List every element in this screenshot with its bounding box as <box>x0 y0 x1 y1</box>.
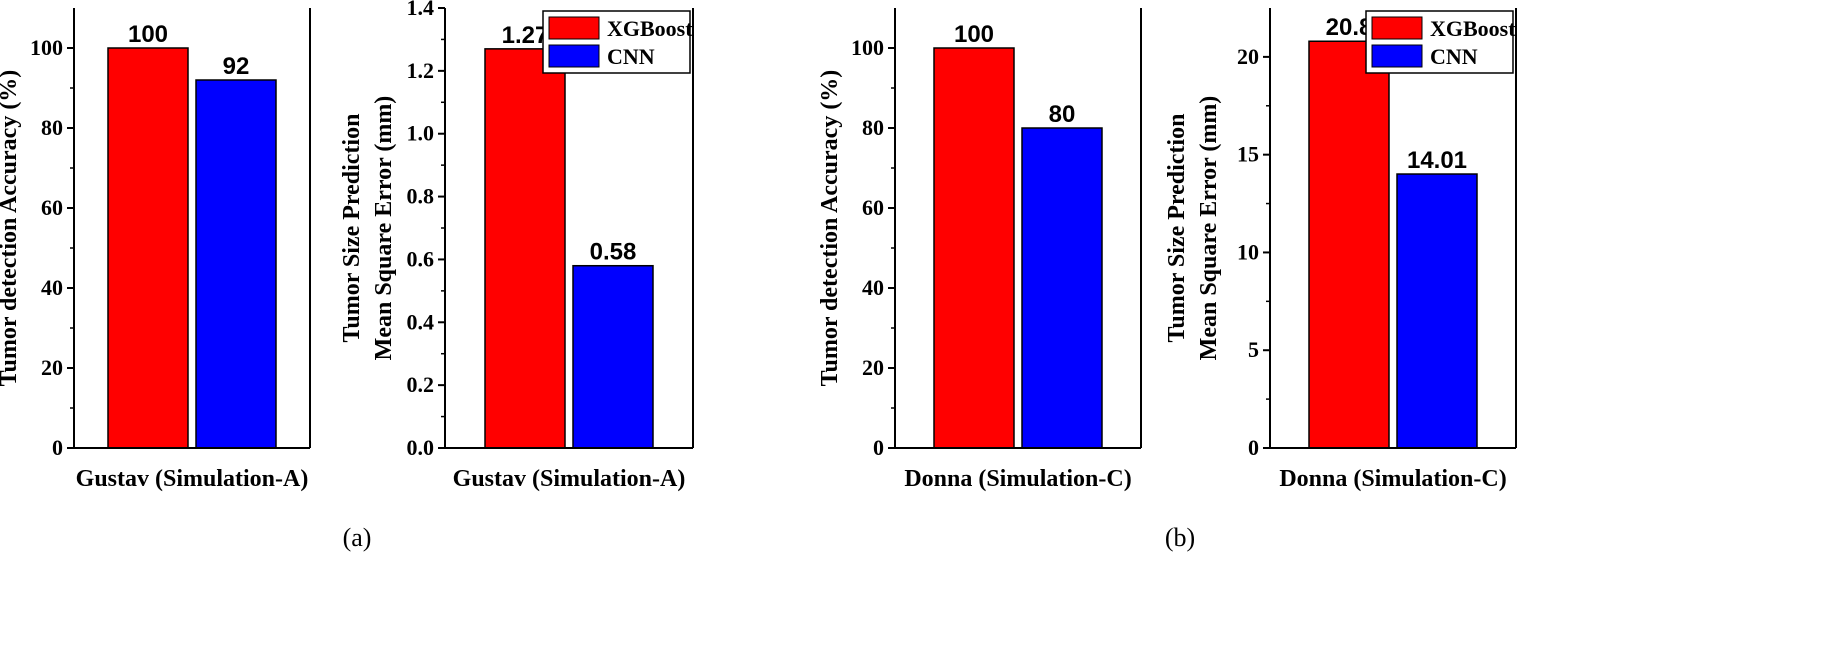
legend-swatch-cnn <box>548 44 600 68</box>
legend-label: CNN <box>1430 44 1478 69</box>
data-label: 20.8 <box>1326 14 1373 41</box>
y-tick-label: 0 <box>1248 435 1259 460</box>
legend-label: XGBoost <box>607 16 693 41</box>
y-tick-label: 0.0 <box>407 435 435 460</box>
y-tick-label: 1.2 <box>407 58 435 83</box>
data-label: 100 <box>128 21 168 48</box>
data-label: 80 <box>1049 101 1076 128</box>
legend-label: CNN <box>607 44 655 69</box>
x-axis-label: Donna (Simulation-C) <box>904 466 1131 492</box>
y-tick-label: 80 <box>862 115 884 140</box>
y-axis-label: Tumor Size Prediction <box>339 114 365 343</box>
y-tick-label: 0.6 <box>407 246 435 271</box>
bar-xgboost <box>484 48 566 449</box>
y-axis-label: Tumor Size Prediction <box>1164 114 1190 343</box>
y-tick-label: 60 <box>862 195 884 220</box>
y-tick-label: 0.8 <box>407 184 435 209</box>
data-label: 1.27 <box>502 22 549 49</box>
y-axis-label: Mean Square Error (mm) <box>1196 96 1222 361</box>
data-label: 0.58 <box>590 239 637 266</box>
legend-label: XGBoost <box>1430 16 1516 41</box>
y-tick-label: 40 <box>862 275 884 300</box>
legend-swatch-xgboost <box>1371 16 1423 40</box>
data-label: 100 <box>954 21 994 48</box>
bar-cnn <box>195 79 277 449</box>
panel-label-a: (a) <box>343 523 372 552</box>
y-axis-label: Tumor detection Accuracy (%) <box>817 70 843 387</box>
data-label: 92 <box>223 53 250 80</box>
y-tick-label: 15 <box>1237 142 1259 167</box>
bar-cnn <box>1396 173 1478 449</box>
y-tick-label: 20 <box>862 355 884 380</box>
y-tick-label: 100 <box>851 35 884 60</box>
y-tick-label: 5 <box>1248 337 1259 362</box>
y-tick-label: 20 <box>41 355 63 380</box>
y-tick-label: 0.4 <box>407 309 435 334</box>
bar-xgboost <box>107 47 189 449</box>
y-tick-label: 0 <box>52 435 63 460</box>
data-label: 14.01 <box>1407 147 1467 174</box>
x-axis-label: Gustav (Simulation-A) <box>453 466 686 492</box>
panel-label-b: (b) <box>1165 523 1195 552</box>
bar-cnn <box>572 264 654 449</box>
legend-swatch-cnn <box>1371 44 1423 68</box>
y-tick-label: 60 <box>41 195 63 220</box>
y-axis-label: Mean Square Error (mm) <box>371 96 397 361</box>
y-tick-label: 80 <box>41 115 63 140</box>
x-axis-label: Gustav (Simulation-A) <box>76 466 309 492</box>
bar-xgboost <box>933 47 1015 449</box>
y-tick-label: 40 <box>41 275 63 300</box>
y-axis-label: Tumor detection Accuracy (%) <box>0 70 22 387</box>
y-tick-label: 10 <box>1237 239 1259 264</box>
y-tick-label: 20 <box>1237 44 1259 69</box>
y-tick-label: 100 <box>30 35 63 60</box>
x-axis-label: Donna (Simulation-C) <box>1279 466 1506 492</box>
y-tick-label: 1.4 <box>407 0 435 20</box>
bar-xgboost <box>1308 40 1390 449</box>
y-tick-label: 0.2 <box>407 372 435 397</box>
legend-swatch-xgboost <box>548 16 600 40</box>
y-tick-label: 0 <box>873 435 884 460</box>
bar-cnn <box>1021 127 1103 449</box>
y-tick-label: 1.0 <box>407 121 435 146</box>
